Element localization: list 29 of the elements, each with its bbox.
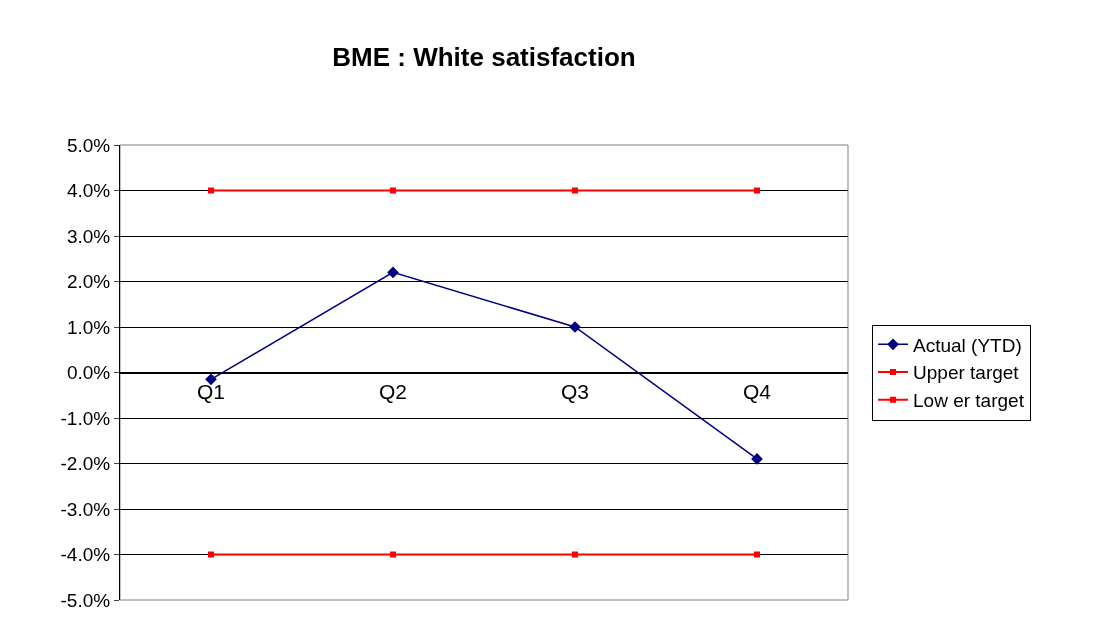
legend-label: Low er target — [913, 390, 1025, 412]
x-tick-label: Q2 — [378, 379, 408, 403]
point — [754, 551, 760, 558]
x-tick-label: Q3 — [560, 379, 590, 403]
y-tick-label: -5.0% — [60, 589, 111, 611]
y-tick-label: 1.0% — [66, 316, 111, 338]
y-tick-label: -4.0% — [60, 544, 111, 566]
x-tick-label: Q4 — [742, 379, 772, 403]
y-tick-label: -1.0% — [60, 407, 111, 429]
point — [572, 187, 578, 194]
point — [390, 551, 396, 558]
point — [205, 373, 217, 386]
x-tick-label: Q1 — [196, 379, 226, 403]
point — [754, 187, 760, 194]
y-tick-label: 4.0% — [66, 180, 111, 202]
y-tick-label: 5.0% — [66, 134, 111, 156]
y-tick-label: -3.0% — [60, 498, 111, 520]
legend-label: Upper target — [913, 362, 1020, 384]
y-tick-label: 0.0% — [66, 362, 111, 384]
point — [572, 551, 578, 558]
y-tick-label: 3.0% — [66, 225, 111, 247]
point — [387, 266, 399, 279]
legend-label: Actual (YTD) — [913, 334, 1022, 356]
point — [208, 187, 214, 194]
point — [390, 187, 396, 194]
y-tick-label: -2.0% — [60, 453, 111, 475]
chart-title: BME : White satisfaction — [332, 42, 636, 73]
point — [208, 551, 214, 558]
y-tick-label: 2.0% — [66, 271, 111, 293]
